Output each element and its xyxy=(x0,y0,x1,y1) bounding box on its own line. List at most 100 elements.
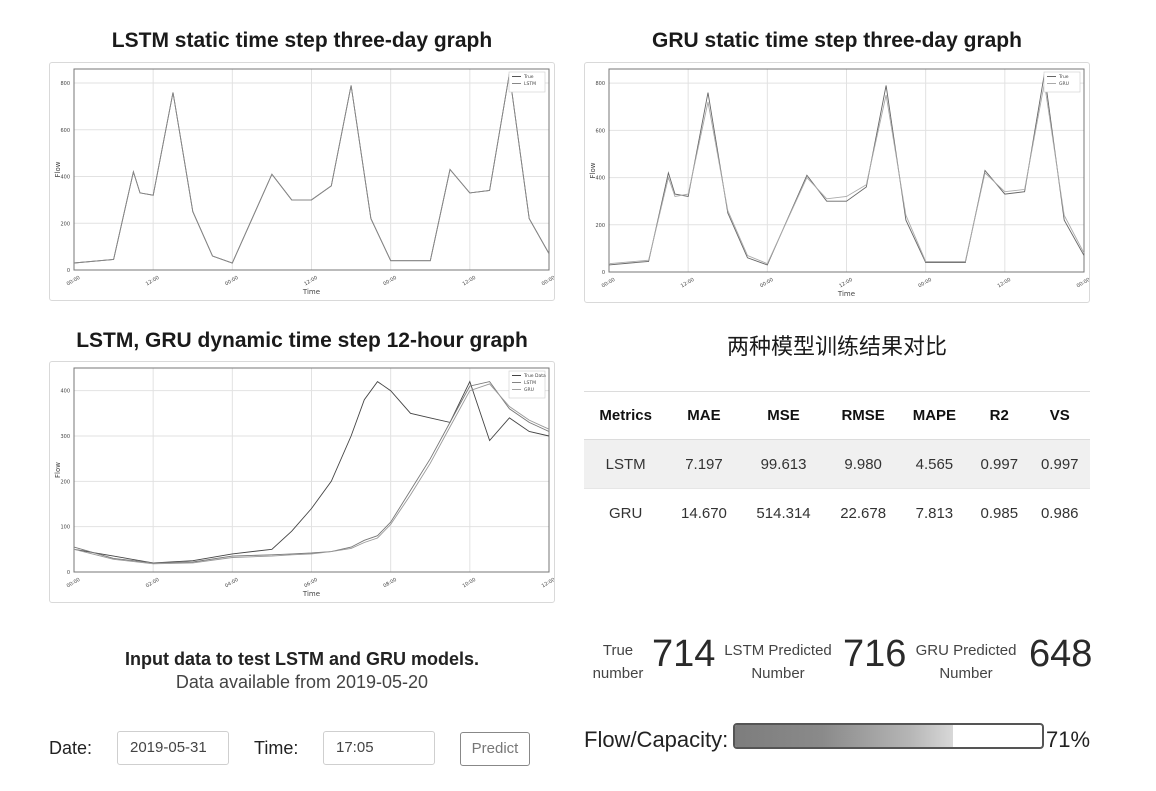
series-line-gru xyxy=(73,383,550,565)
series-line-lstm xyxy=(73,381,550,564)
table-row-lstm: LSTM 7.197 99.613 9.980 4.565 0.997 0.99… xyxy=(584,439,1090,489)
table-cell: 7.813 xyxy=(915,504,954,522)
y-tick-label: 800 xyxy=(60,81,70,87)
y-tick-label: 100 xyxy=(60,525,70,531)
lstm-label-line1: LSTM Predicted xyxy=(724,642,832,659)
metrics-table: Metrics MAE MSE RMSE MAPE R2 VS LSTM 7.1… xyxy=(584,391,1090,537)
y-tick-label: 200 xyxy=(595,223,605,229)
x-tick-label: 00:00 xyxy=(66,577,81,589)
x-tick-label: 10:00 xyxy=(462,577,477,589)
x-tick-label: 00:00 xyxy=(382,275,397,287)
x-tick-label: 12:00 xyxy=(680,277,695,289)
lstm-label-line2: Number xyxy=(751,665,805,682)
legend-label: LSTM xyxy=(524,81,536,87)
y-tick-label: 200 xyxy=(60,479,70,485)
true-number-label: True number xyxy=(586,639,650,685)
lstm-static-chart: 0 200 400 600 800 00:00 12:00 00:00 12:00 00:00 12… xyxy=(49,62,555,301)
header-mse: MSE xyxy=(740,391,827,440)
series-line-gru xyxy=(608,83,1085,265)
x-tick-label: 12:00 xyxy=(145,275,160,287)
gru-predicted-label: GRU Predicted Number xyxy=(914,639,1018,685)
legend-label: GRU xyxy=(1059,81,1069,87)
x-tick-label: 00:00 xyxy=(224,275,239,287)
true-number-value: 714 xyxy=(652,633,716,675)
table-cell: 514.314 xyxy=(756,504,811,522)
y-tick-label: 600 xyxy=(595,128,605,134)
gru-static-chart: 0 200 400 600 800 00:00 12:00 00:00 12:00 00:00 12… xyxy=(584,62,1090,303)
x-tick-label: 00:00 xyxy=(66,275,81,287)
capacity-label: Flow/Capacity: xyxy=(584,727,729,752)
predict-button[interactable]: Predict xyxy=(460,732,530,766)
header-mae: MAE xyxy=(667,391,741,440)
input-subtitle: Data available from 2019-05-20 xyxy=(175,672,429,692)
header-rmse: RMSE xyxy=(826,391,900,440)
y-axis-label: Flow xyxy=(54,462,62,478)
y-axis-label: Flow xyxy=(54,161,62,177)
table-cell: 99.613 xyxy=(740,439,827,489)
legend-label: LSTM xyxy=(524,380,536,386)
true-label-line2: number xyxy=(592,665,644,682)
time-label: Time: xyxy=(254,738,299,758)
lstm-static-chart-svg: 0 200 400 600 800 00:00 12:00 00:00 12:00 00:00 12… xyxy=(54,68,554,296)
time-input[interactable]: 17:05 xyxy=(323,731,435,765)
date-input[interactable]: 2019-05-31 xyxy=(117,731,229,765)
true-label-line1: True xyxy=(602,642,634,659)
table-cell: 0.997 xyxy=(1029,439,1090,489)
series-line-true xyxy=(608,73,1085,266)
x-tick-label: 12:00 xyxy=(462,275,477,287)
table-cell: 14.670 xyxy=(681,504,727,522)
header-metrics: Metrics xyxy=(584,391,668,440)
y-axis-label: Flow xyxy=(589,162,597,178)
header-r2: R2 xyxy=(969,391,1030,440)
y-tick-label: 600 xyxy=(60,128,70,134)
capacity-percent: 71% xyxy=(1046,727,1091,752)
header-vs: VS xyxy=(1029,391,1090,440)
comparison-title: 两种模型训练结果对比 xyxy=(726,335,947,360)
y-tick-label: 0 xyxy=(602,270,605,276)
header-mape: MAPE xyxy=(899,391,970,440)
y-tick-label: 800 xyxy=(595,81,605,87)
legend-label: True Data xyxy=(523,373,546,379)
x-tick-label: 00:00 xyxy=(541,275,554,287)
table-row-gru: GRU 14.670 514.314 22.678 7.813 0.985 0.… xyxy=(584,489,1090,538)
table-cell: 9.980 xyxy=(826,439,900,489)
y-tick-label: 200 xyxy=(60,221,70,227)
plot-border xyxy=(73,68,550,271)
table-cell: 22.678 xyxy=(840,504,887,522)
y-tick-label: 300 xyxy=(60,434,70,440)
table-cell: 7.197 xyxy=(667,439,741,489)
table-cell: 0.986 xyxy=(1040,504,1079,522)
legend-box xyxy=(1043,71,1081,93)
x-axis-label: Time xyxy=(302,288,320,296)
gru-label-line2: Number xyxy=(939,665,993,682)
x-tick-label: 00:00 xyxy=(1076,277,1089,289)
x-tick-label: 08:00 xyxy=(382,577,397,589)
table-cell: 0.997 xyxy=(969,439,1030,489)
x-tick-label: 00:00 xyxy=(601,277,616,289)
table-cell: LSTM xyxy=(584,439,668,489)
lstm-static-chart-title: LSTM static time step three-day graph xyxy=(111,29,493,52)
plot-border xyxy=(608,68,1085,273)
legend-box xyxy=(508,71,546,93)
dynamic-chart: 0 100 200 300 400 00:00 02:00 04:00 06:00 08:00 10… xyxy=(49,361,555,603)
plot-border xyxy=(73,367,550,573)
x-tick-label: 12:00 xyxy=(838,277,853,289)
table-cell: GRU xyxy=(609,504,643,522)
gru-static-chart-title: GRU static time step three-day graph xyxy=(652,29,1022,52)
y-tick-label: 400 xyxy=(60,389,70,395)
x-tick-label: 12:00 xyxy=(997,277,1012,289)
x-tick-label: 04:00 xyxy=(224,577,239,589)
series-line-lstm xyxy=(73,73,550,264)
y-tick-label: 400 xyxy=(60,175,70,181)
x-tick-label: 12:00 xyxy=(541,577,554,589)
x-tick-label: 00:00 xyxy=(759,277,774,289)
x-axis-label: Time xyxy=(837,290,855,298)
table-cell: 4.565 xyxy=(899,439,970,489)
y-tick-label: 0 xyxy=(67,570,70,576)
legend-label: True xyxy=(1058,74,1069,80)
x-tick-label: 12:00 xyxy=(303,275,318,287)
legend-label: True xyxy=(523,74,534,80)
capacity-progress-bar xyxy=(733,723,1044,749)
series-line-true-data xyxy=(73,380,550,564)
gru-static-chart-svg: 0 200 400 600 800 00:00 12:00 00:00 12:00 00:00 12… xyxy=(589,68,1089,298)
